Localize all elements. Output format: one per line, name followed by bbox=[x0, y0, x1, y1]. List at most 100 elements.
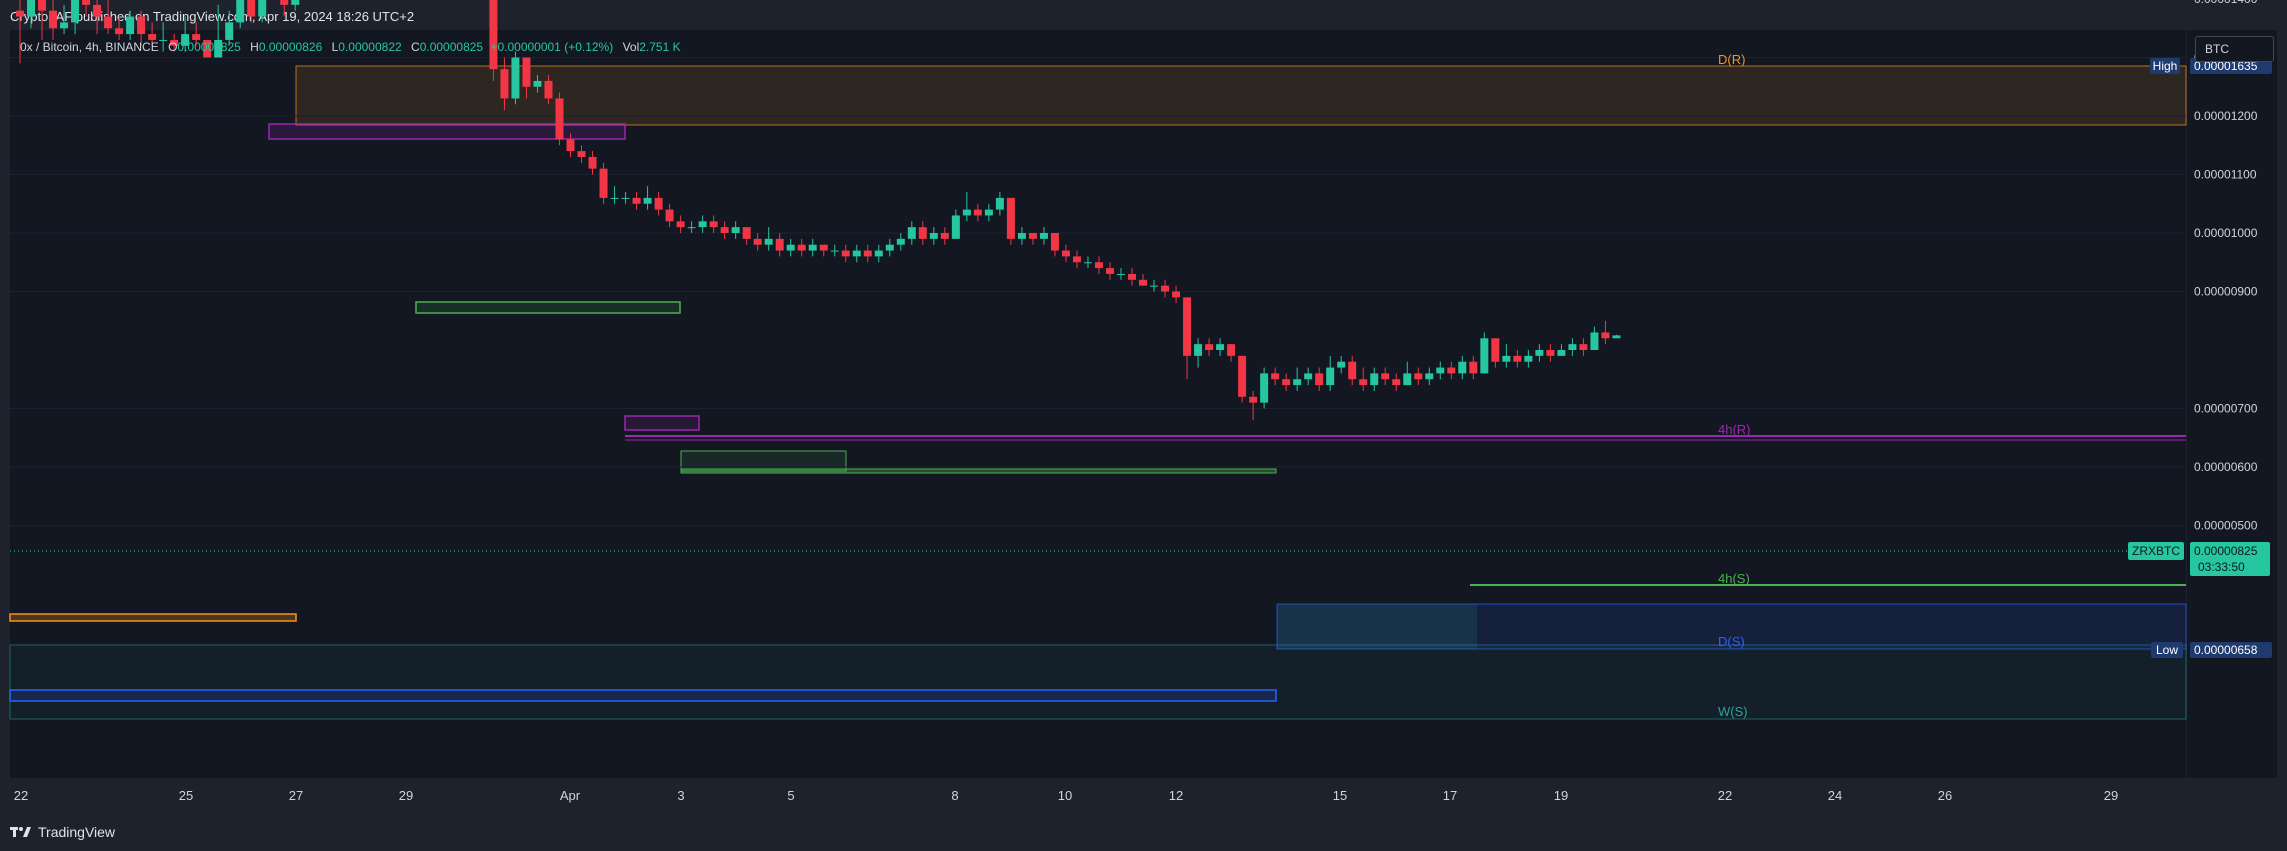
candle[interactable] bbox=[1161, 279, 1170, 298]
candle[interactable] bbox=[1050, 233, 1059, 257]
candle[interactable] bbox=[863, 244, 872, 263]
candle[interactable] bbox=[1513, 350, 1522, 368]
candle[interactable] bbox=[1293, 367, 1302, 391]
candle[interactable] bbox=[1480, 332, 1489, 374]
candle[interactable] bbox=[1139, 273, 1148, 286]
candle[interactable] bbox=[247, 0, 256, 23]
candle[interactable] bbox=[918, 221, 927, 245]
candle[interactable] bbox=[192, 22, 201, 46]
candle[interactable] bbox=[1304, 367, 1313, 386]
candle[interactable] bbox=[126, 10, 135, 40]
candle[interactable] bbox=[874, 244, 883, 263]
candle[interactable] bbox=[1282, 373, 1291, 391]
candle[interactable] bbox=[1359, 367, 1368, 391]
legend-symbol[interactable]: 0x / Bitcoin, 4h, BINANCE bbox=[20, 40, 159, 54]
candle[interactable] bbox=[181, 16, 190, 52]
currency-selector[interactable]: BTC bbox=[2195, 36, 2274, 62]
candle[interactable] bbox=[1447, 361, 1456, 380]
candle[interactable] bbox=[1238, 355, 1247, 403]
candle[interactable] bbox=[522, 57, 531, 99]
candle[interactable] bbox=[1612, 334, 1621, 339]
candle[interactable] bbox=[1546, 344, 1555, 362]
candle[interactable] bbox=[709, 215, 718, 233]
candle[interactable] bbox=[1403, 361, 1412, 386]
candle[interactable] bbox=[137, 10, 146, 46]
candle[interactable] bbox=[1039, 227, 1048, 245]
candle[interactable] bbox=[984, 203, 993, 222]
candle[interactable] bbox=[236, 0, 245, 29]
candle[interactable] bbox=[1436, 361, 1445, 380]
candle[interactable] bbox=[170, 34, 179, 52]
candle[interactable] bbox=[214, 4, 223, 58]
candle[interactable] bbox=[1315, 367, 1324, 391]
candle[interactable] bbox=[1205, 338, 1214, 356]
candle[interactable] bbox=[1414, 367, 1423, 386]
candle[interactable] bbox=[1557, 344, 1566, 356]
candle[interactable] bbox=[104, 0, 113, 35]
candle[interactable] bbox=[929, 227, 938, 245]
candle[interactable] bbox=[1172, 285, 1181, 304]
candle[interactable] bbox=[797, 238, 806, 257]
candle[interactable] bbox=[1017, 227, 1026, 245]
candle[interactable] bbox=[1194, 338, 1203, 368]
candle[interactable] bbox=[995, 192, 1004, 216]
candle[interactable] bbox=[764, 227, 773, 251]
candle[interactable] bbox=[1150, 279, 1159, 292]
candle[interactable] bbox=[71, 0, 80, 35]
candle[interactable] bbox=[632, 192, 641, 210]
candle[interactable] bbox=[1381, 367, 1390, 386]
candle[interactable] bbox=[687, 221, 696, 233]
candle[interactable] bbox=[1271, 367, 1280, 386]
candle[interactable] bbox=[258, 0, 267, 23]
candle[interactable] bbox=[610, 186, 619, 204]
candle[interactable] bbox=[973, 203, 982, 222]
candle[interactable] bbox=[643, 186, 652, 210]
candle[interactable] bbox=[225, 10, 234, 46]
candle[interactable] bbox=[1094, 256, 1103, 274]
candle[interactable] bbox=[1425, 367, 1434, 386]
candle[interactable] bbox=[93, 0, 102, 35]
candle[interactable] bbox=[500, 57, 509, 111]
candle[interactable] bbox=[1348, 355, 1357, 386]
candle[interactable] bbox=[885, 238, 894, 257]
candle[interactable] bbox=[1579, 338, 1588, 356]
candle[interactable] bbox=[1260, 367, 1269, 409]
candle[interactable] bbox=[907, 221, 916, 245]
candle[interactable] bbox=[1072, 250, 1081, 269]
candle[interactable] bbox=[1590, 326, 1599, 350]
candle[interactable] bbox=[82, 0, 91, 17]
candle[interactable] bbox=[159, 22, 168, 52]
candle[interactable] bbox=[280, 0, 289, 17]
candle[interactable] bbox=[819, 244, 828, 257]
candle[interactable] bbox=[808, 238, 817, 257]
candle[interactable] bbox=[1083, 256, 1092, 269]
candle[interactable] bbox=[830, 244, 839, 257]
candle[interactable] bbox=[753, 233, 762, 251]
candle[interactable] bbox=[852, 244, 861, 263]
candle[interactable] bbox=[742, 227, 751, 245]
candle[interactable] bbox=[1061, 244, 1070, 263]
candle[interactable] bbox=[1502, 344, 1511, 368]
candle[interactable] bbox=[1601, 320, 1610, 345]
candle[interactable] bbox=[544, 75, 553, 105]
candle[interactable] bbox=[1028, 233, 1037, 245]
candle[interactable] bbox=[291, 0, 300, 11]
candle[interactable] bbox=[533, 75, 542, 93]
candle[interactable] bbox=[896, 233, 905, 251]
candle[interactable] bbox=[940, 227, 949, 245]
candle[interactable] bbox=[731, 221, 740, 239]
candle[interactable] bbox=[676, 215, 685, 233]
candle[interactable] bbox=[1337, 355, 1346, 374]
candle[interactable] bbox=[1128, 268, 1137, 286]
candle[interactable] bbox=[38, 0, 47, 40]
candle[interactable] bbox=[962, 192, 971, 222]
candle[interactable] bbox=[698, 215, 707, 233]
candle[interactable] bbox=[16, 0, 24, 64]
candle[interactable] bbox=[1469, 355, 1478, 380]
candle[interactable] bbox=[720, 221, 729, 239]
candle[interactable] bbox=[115, 16, 124, 40]
candle[interactable] bbox=[1227, 344, 1236, 362]
candle[interactable] bbox=[489, 0, 498, 81]
candle[interactable] bbox=[654, 192, 663, 216]
